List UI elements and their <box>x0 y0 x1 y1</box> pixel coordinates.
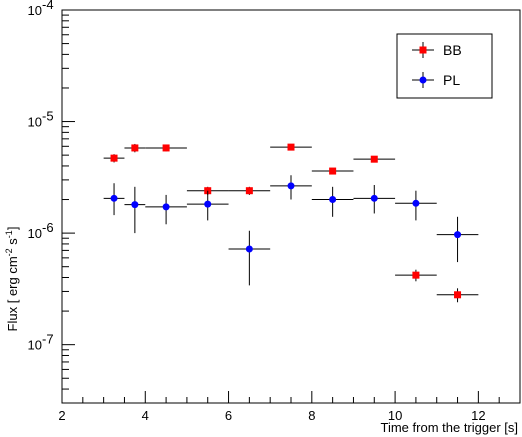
y-tick-label-base: 10 <box>28 226 42 241</box>
data-point <box>162 144 170 152</box>
series-bb <box>103 143 479 303</box>
data-point <box>370 194 378 202</box>
data-point <box>245 245 253 253</box>
data-point <box>329 196 337 204</box>
legend-marker-pl <box>419 76 427 84</box>
data-point <box>287 143 295 151</box>
data-point <box>110 154 118 162</box>
data-point <box>370 155 378 163</box>
y-tick-label-base: 10 <box>28 338 42 353</box>
data-point <box>454 231 462 239</box>
y-axis-title-exp2: -1 <box>4 230 14 238</box>
x-tick-label: 4 <box>142 408 149 423</box>
y-tick-label-base: 10 <box>28 3 42 18</box>
data-point <box>329 167 337 175</box>
y-tick-label: 10 <box>28 115 42 130</box>
y-tick-label-base: 10 <box>28 115 42 130</box>
data-point <box>287 182 295 190</box>
legend-entry-bb: BB <box>412 42 462 58</box>
x-tick-label: 6 <box>225 408 232 423</box>
y-tick-label: 10 <box>28 3 42 18</box>
y-axis-title: Flux [ erg cm-2 s-1] <box>4 227 20 332</box>
y-axis-title-prefix: Flux [ erg cm <box>5 256 20 331</box>
data-point <box>412 199 420 207</box>
data-point <box>245 187 253 195</box>
x-tick-label: 12 <box>471 408 485 423</box>
y-tick-label-exponent: -7 <box>42 332 54 347</box>
y-axis-title-suffix: ] <box>5 227 20 231</box>
x-axis-title: Time from the trigger [s] <box>381 420 519 435</box>
data-point <box>131 201 139 209</box>
legend: BB PL <box>396 33 493 99</box>
x-tick-label: 8 <box>308 408 315 423</box>
data-point <box>162 203 170 211</box>
y-tick-label-exponent: -4 <box>42 0 54 12</box>
legend-label-pl: PL <box>443 72 460 88</box>
y-tick-label: 10 <box>28 338 42 353</box>
legend-entry-pl: PL <box>412 72 460 88</box>
legend-box <box>396 33 493 99</box>
legend-marker-bb <box>419 46 427 54</box>
y-tick-label-exponent: -6 <box>42 220 54 235</box>
legend-label-bb: BB <box>443 42 462 58</box>
data-points-group <box>103 143 479 303</box>
data-point <box>454 291 462 299</box>
x-tick-label: 10 <box>388 408 402 423</box>
data-point <box>204 200 212 208</box>
y-tick-label-exponent: -5 <box>42 109 54 124</box>
data-point <box>131 144 139 152</box>
y-tick-label: 10 <box>28 226 42 241</box>
x-tick-label: 2 <box>58 408 65 423</box>
data-point <box>110 194 118 202</box>
y-axis-title-exp1: -2 <box>4 248 14 256</box>
y-axis-title-mid: s <box>5 238 20 249</box>
axis-ticks-group <box>61 9 521 404</box>
series-pl <box>103 175 479 286</box>
data-point <box>412 271 420 279</box>
